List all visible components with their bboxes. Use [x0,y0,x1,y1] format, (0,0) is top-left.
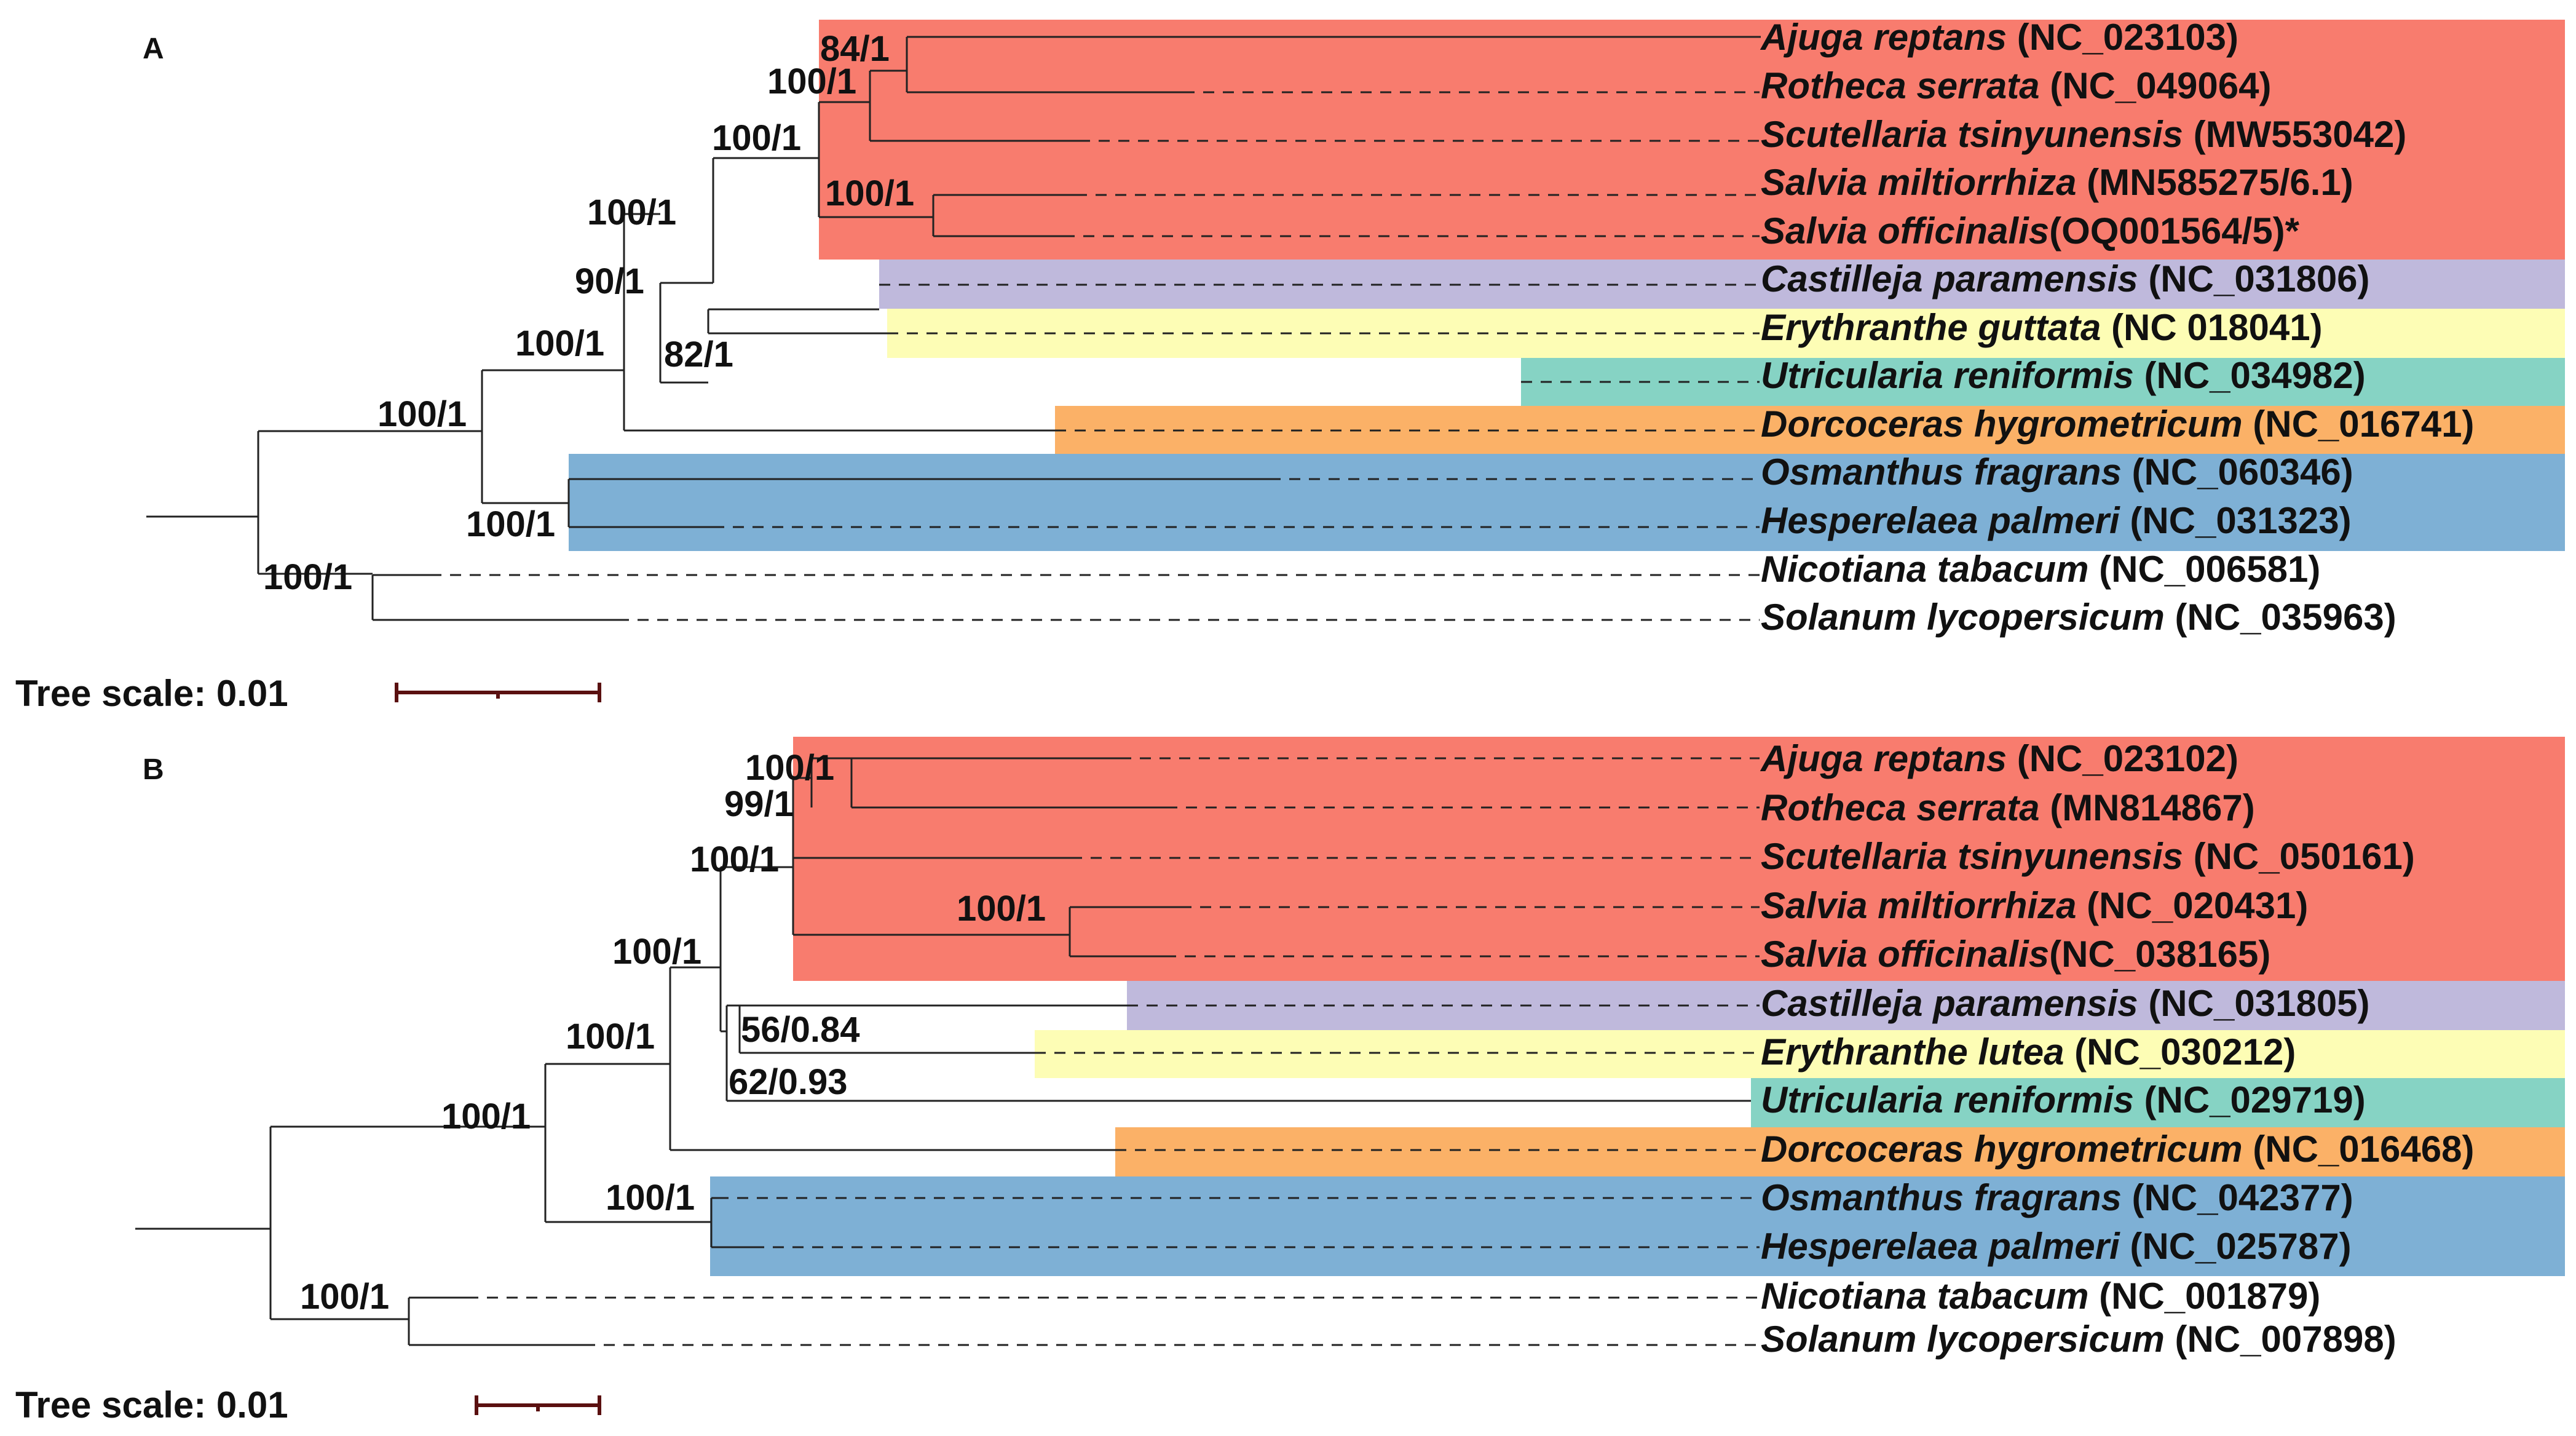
support-value: 100/1 [690,839,779,879]
support-value: 62/0.93 [729,1062,848,1102]
taxon-label: Solanum lycopersicum (NC_035963) [1761,597,2396,638]
taxon-label: Castilleja paramensis (NC_031805) [1761,983,2370,1024]
clade-box-lamiaceae [793,737,2565,981]
clade-box-phrymaceae [1035,1030,2565,1078]
support-value: 100/1 [606,1178,695,1218]
clade-box-gesneriaceae [1055,406,2565,454]
support-value: 100/1 [515,323,604,363]
support-value: 99/1 [724,784,794,824]
taxon-label: Solanum lycopersicum (NC_007898) [1761,1319,2396,1360]
clade-box-oleaceae [710,1176,2565,1276]
support-value: 100/1 [745,748,834,788]
taxon-label: Osmanthus fragrans (NC_042377) [1761,1177,2353,1218]
scale-bar-a: Tree scale: 0.01 [15,673,601,714]
scale-label: Tree scale: 0.01 [15,1384,288,1426]
label-guides [467,757,1760,1346]
panel-b: B [15,737,2565,1426]
taxon-label: Salvia miltiorrhiza (NC_020431) [1761,885,2308,926]
taxon-label: Dorcoceras hygrometricum (NC_016741) [1761,403,2474,445]
support-value: 100/1 [957,889,1046,929]
taxon-label: Osmanthus fragrans (NC_060346) [1761,451,2353,493]
support-value: 100/1 [300,1277,389,1317]
taxon-label: Castilleja paramensis (NC_031806) [1761,258,2370,299]
taxon-label: Erythranthe lutea (NC_030212) [1761,1031,2296,1073]
support-value: 100/1 [587,192,676,232]
taxon-label: Nicotiana tabacum (NC_001879) [1761,1275,2320,1317]
panel-a: A [15,17,2565,714]
taxon-label: Hesperelaea palmeri (NC_025787) [1761,1226,2352,1267]
taxon-label: Rotheca serrata (NC_049064) [1761,65,2271,106]
support-value: 100/1 [441,1097,531,1137]
support-value: 82/1 [664,335,733,375]
taxon-label: Ajuga reptans (NC_023102) [1760,738,2238,779]
support-value: 100/1 [612,932,701,972]
tree-branches [135,757,1751,1346]
support-value: 100/1 [466,504,555,544]
taxon-label: Scutellaria tsinyunensis (MW553042) [1761,114,2406,155]
support-value: 100/1 [712,118,801,158]
panel-letter: A [143,33,164,65]
taxon-label: Nicotiana tabacum (NC_006581) [1761,549,2320,590]
scale-bar-b: Tree scale: 0.01 [15,1384,601,1426]
support-values: 84/1 100/1 100/1 100/1 100/1 90/1 82/1 1… [263,29,914,597]
clade-box-lentibulariaceae [1521,358,2565,406]
clade-box-oleaceae [569,454,2565,551]
taxon-label: Hesperelaea palmeri (NC_031323) [1761,500,2352,541]
taxon-label: Salvia officinalis(OQ001564/5)* [1761,210,2300,252]
support-value: 56/0.84 [741,1010,860,1050]
taxon-label: Salvia officinalis(NC_038165) [1761,934,2270,975]
support-value: 100/1 [263,557,352,597]
clade-box-lentibulariaceae [1751,1078,2565,1127]
support-value: 100/1 [377,394,467,434]
clade-box-gesneriaceae [1115,1127,2565,1176]
taxon-label: Ajuga reptans (NC_023103) [1760,17,2238,58]
taxon-label: Utricularia reniformis (NC_029719) [1761,1079,2366,1121]
tree-branches [146,36,1761,621]
taxon-label: Erythranthe guttata (NC 018041) [1761,307,2323,348]
support-value: 100/1 [566,1017,655,1057]
taxon-label: Scutellaria tsinyunensis (NC_050161) [1761,836,2415,877]
label-guides [430,91,1760,621]
support-value: 90/1 [575,261,644,301]
taxon-label: Utricularia reniformis (NC_034982) [1761,355,2366,396]
taxon-label: Dorcoceras hygrometricum (NC_016468) [1761,1129,2474,1170]
clade-box-lamiaceae [819,20,2565,260]
support-value: 100/1 [825,173,914,213]
support-value: 84/1 [820,29,890,69]
scale-label: Tree scale: 0.01 [15,673,288,714]
taxa-labels: Ajuga reptans (NC_023102) Rotheca serrat… [1760,738,2474,1360]
taxon-label: Rotheca serrata (MN814867) [1761,787,2255,828]
support-value: 100/1 [767,61,856,101]
panel-letter: B [143,753,164,786]
taxa-labels: Ajuga reptans (NC_023103) Rotheca serrat… [1760,17,2474,638]
taxon-label: Salvia miltiorrhiza (MN585275/6.1) [1761,162,2353,203]
support-values: 100/1 99/1 100/1 100/1 100/1 56/0.84 62/… [300,748,1046,1317]
